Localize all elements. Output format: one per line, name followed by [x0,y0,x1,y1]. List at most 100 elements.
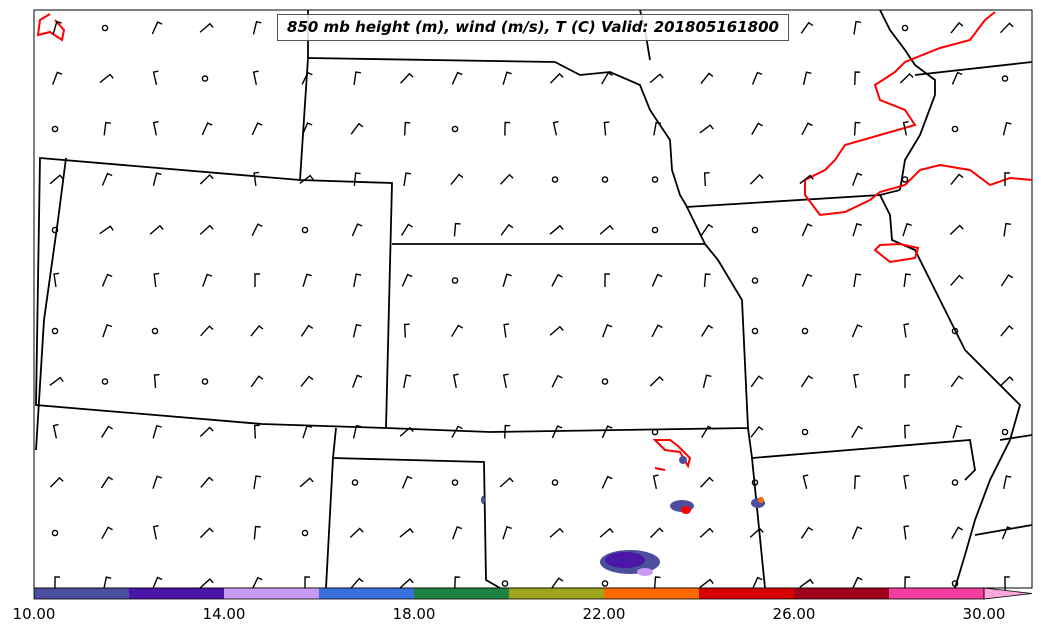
wind-barb [902,222,912,237]
wind-barb [253,171,260,187]
wind-barb [899,72,914,84]
utah-border [35,157,67,451]
calm-wind-marker [301,529,309,537]
colorbar-tick-label: 18.00 [392,605,436,623]
wind-barb [852,222,862,237]
wind-barb [353,273,362,288]
wind-barb [451,71,463,85]
wind-barb [253,424,260,439]
wind-barb [502,373,509,389]
calm-wind-marker [101,24,109,32]
colorbar-tick-label: 30.00 [962,605,1006,623]
wind-barb [652,474,659,490]
wind-barb [751,576,763,590]
wind-barb [601,425,613,439]
wind-barb [699,527,714,538]
wind-barb [851,425,863,438]
wind-barb [403,172,412,187]
wind-barb [651,324,663,338]
wind-barb [702,374,712,388]
wind-barb [301,71,313,85]
map-title: 850 mb height (m), wind (m/s), T (C) Val… [277,14,789,41]
calm-wind-marker [301,226,309,234]
wind-barb [751,71,763,85]
wind-barb [100,425,114,438]
colorbar-tick-label: 10.00 [12,605,56,623]
wind-barb [749,173,764,185]
wind-barb [453,222,461,237]
calm-wind-marker [751,327,759,335]
mississippi-north [879,9,936,191]
calm-wind-marker [201,378,209,385]
wind-barb [800,21,814,34]
wind-barb [1004,576,1010,591]
colorbar-tick-label: 22.00 [582,605,626,623]
wind-barb [851,576,863,590]
wind-barb [153,272,160,288]
colorbar-outline [33,587,985,600]
wind-barb [452,526,463,540]
wind-barb [552,120,559,136]
wind-barb [551,273,563,287]
wind-barb [750,375,764,388]
wind-barb [602,324,613,338]
calm-wind-marker [451,277,459,284]
wind-barb [502,71,512,85]
calm-wind-marker [651,226,659,234]
colorbar-segment [509,588,605,599]
wind-barb [950,375,964,388]
wind-barb [199,578,214,589]
wind-barb [401,223,414,236]
wind-barb [903,474,910,490]
wind-barb [54,576,61,591]
wind-barb [152,172,162,186]
wind-barb [451,425,463,439]
temperature-contours [36,11,1033,471]
calm-wind-marker [651,176,659,183]
colorbar-extend-arrow [983,587,1033,600]
wind-barb [749,527,764,538]
wind-barb [353,71,361,86]
wind-barb [452,373,459,389]
wind-barb [904,374,910,389]
wind-barb [950,173,964,185]
calm-wind-marker [351,479,359,486]
arkansas-north-border [751,439,976,481]
calm-wind-marker [101,378,109,385]
wind-barb [250,324,264,337]
calm-wind-marker [751,479,759,486]
contour-ne [804,11,1033,217]
wind-barb [549,527,564,538]
wind-barb [800,526,814,539]
shade-ok-mid [605,552,645,568]
kentucky-border [999,434,1033,441]
wind-barb [352,374,363,388]
wind-barb [253,525,261,540]
wind-barb [152,70,159,85]
wind-barb [100,476,114,489]
wind-barb [649,527,664,539]
calm-wind-marker [551,479,559,486]
wind-barb [353,172,361,187]
calm-wind-marker [951,327,959,335]
wind-barb [902,120,909,136]
wind-barb [202,273,213,287]
contour-nw [36,13,66,42]
wind-barbs [49,20,1014,591]
wind-barb [103,121,111,136]
calm-wind-marker [51,529,59,537]
wind-barb [799,174,814,185]
calm-wind-marker [201,75,209,82]
wind-barb [801,223,813,237]
wind-barb [851,526,863,540]
shade-ks-small [679,456,687,464]
wind-barb [350,577,364,589]
shade-ks-red [681,506,691,514]
calm-wind-marker [601,378,609,385]
wind-barb [802,474,809,489]
calm-wind-marker [1001,75,1009,82]
shade-ok-inner [637,568,653,576]
wind-barb [250,375,264,388]
wind-barb [649,73,664,84]
